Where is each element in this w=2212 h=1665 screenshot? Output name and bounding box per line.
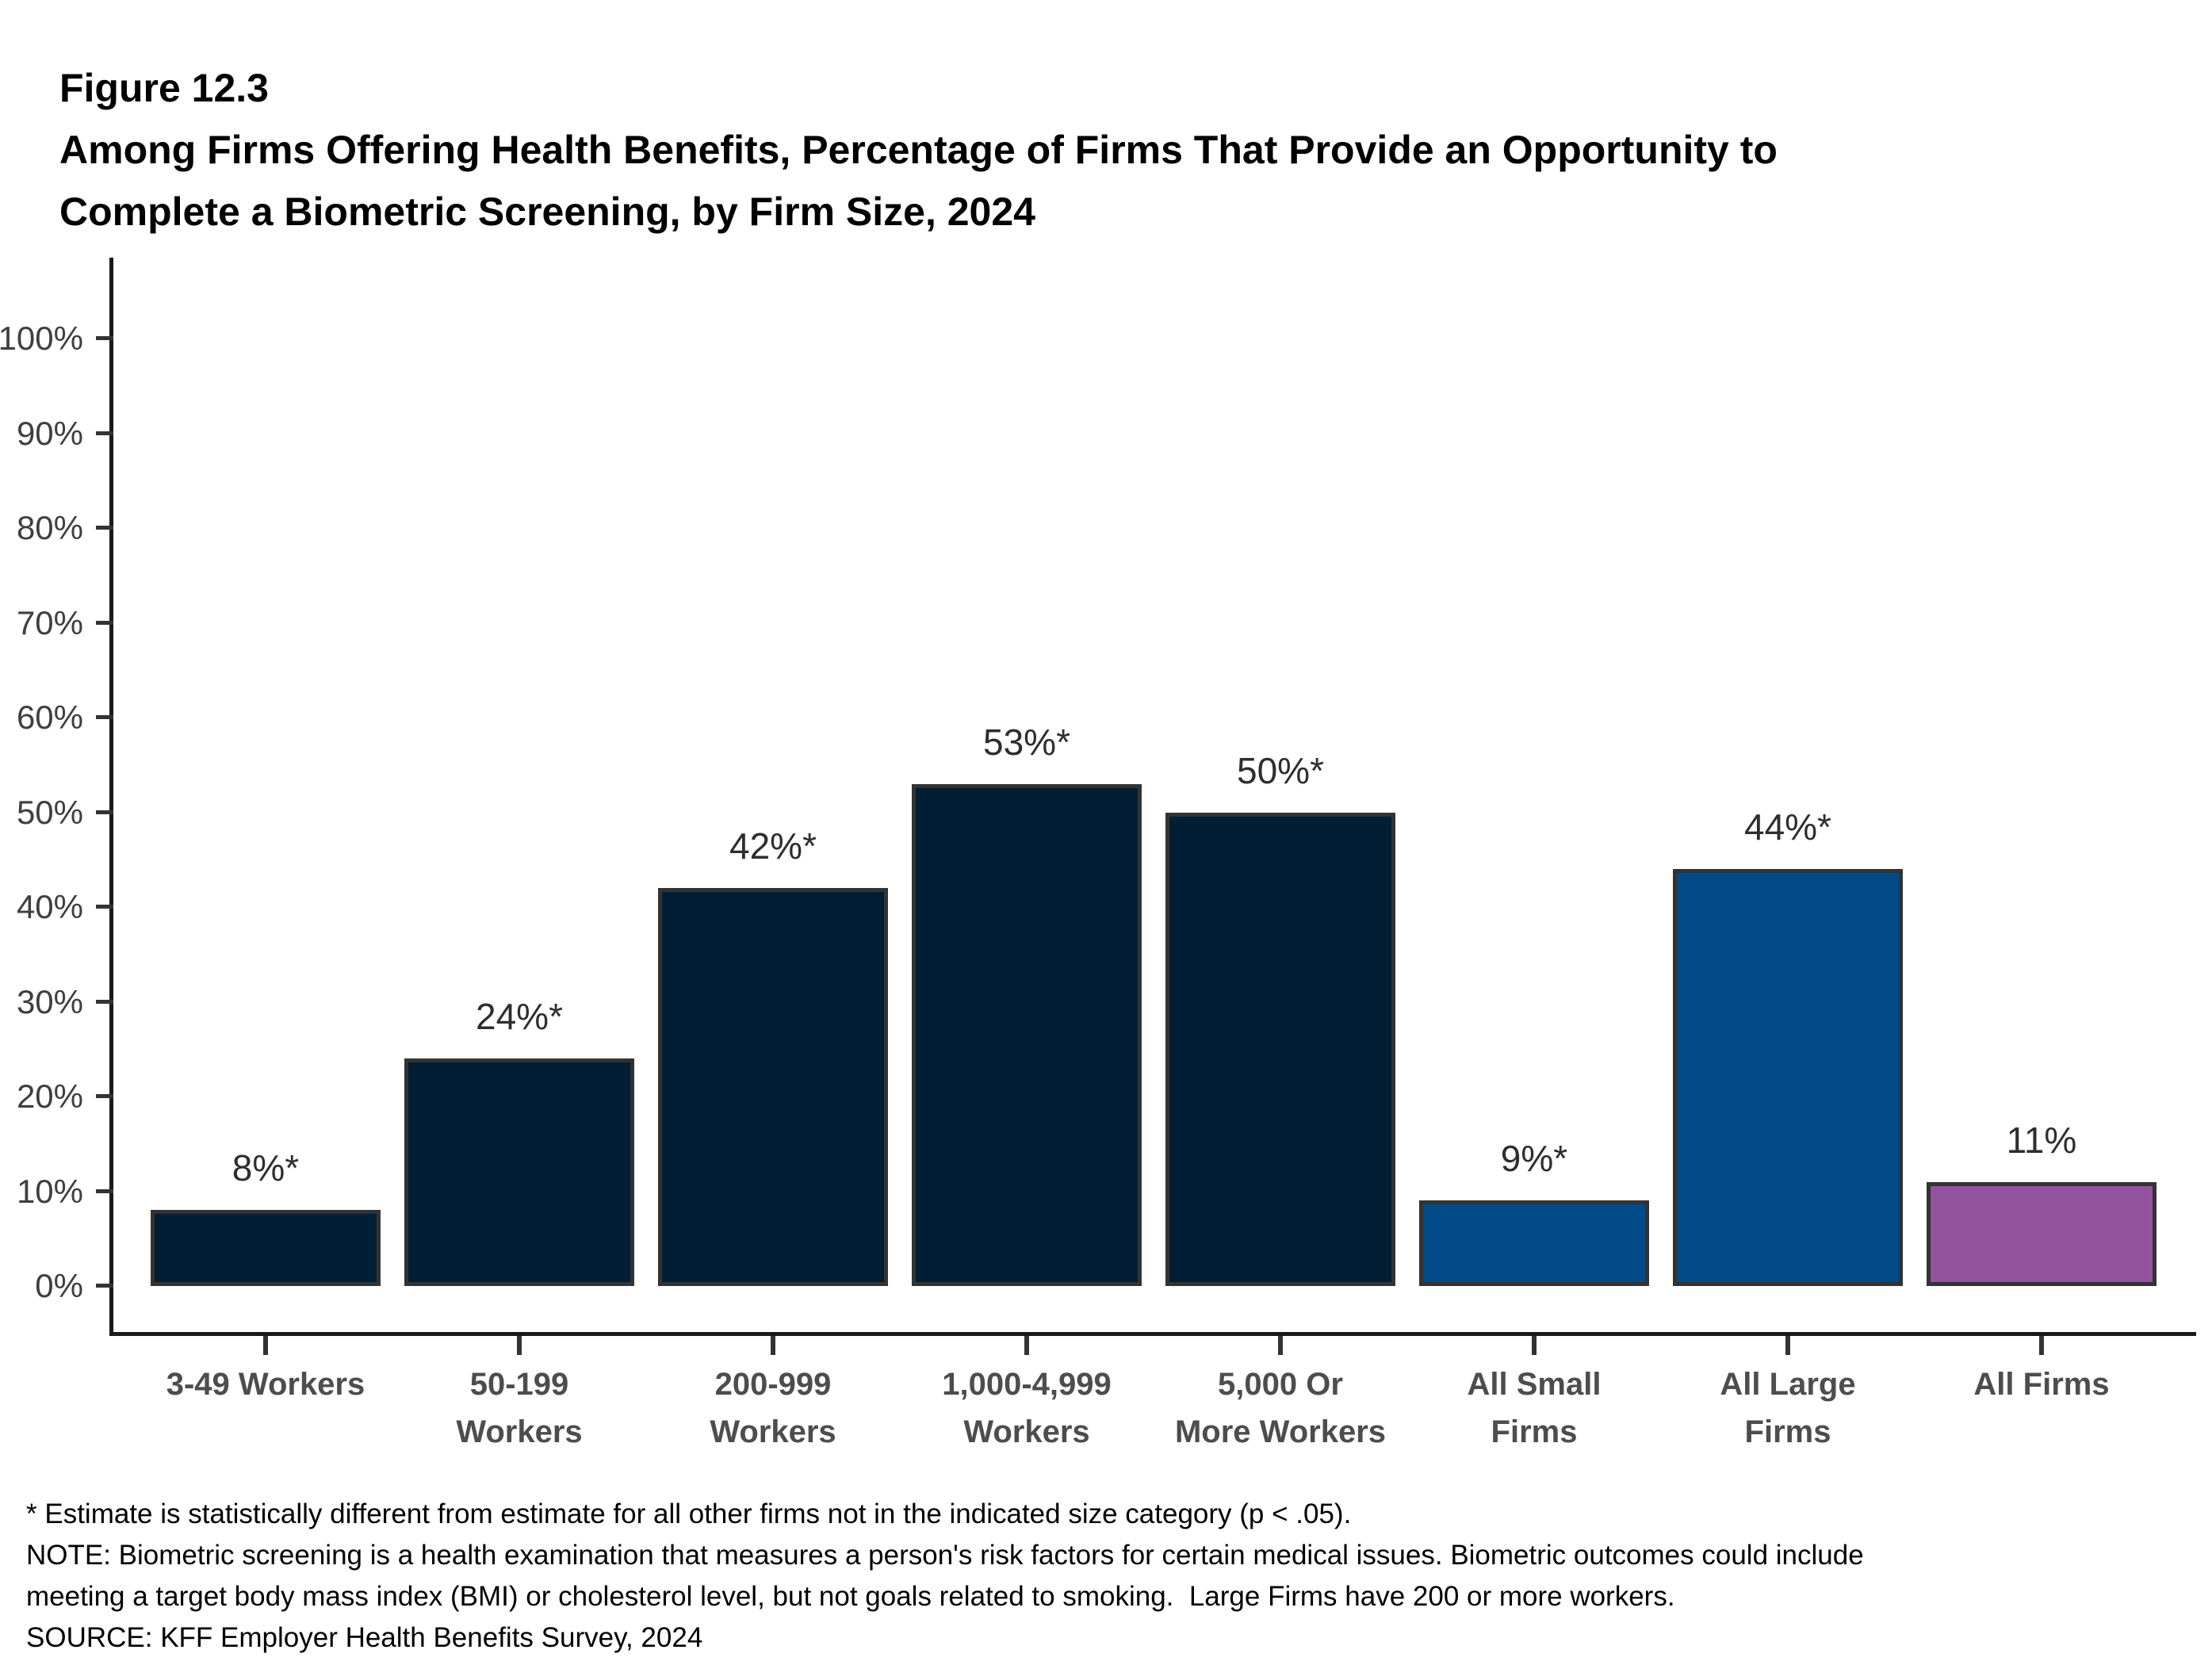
chart-title-line-2: Complete a Biometric Screening, by Firm … — [59, 189, 1035, 234]
x-axis-label: All Firms — [1973, 1367, 2110, 1402]
x-axis-tick — [2039, 1336, 2044, 1355]
chart-header: Figure 12.3 Among Firms Offering Health … — [59, 57, 1778, 243]
bar — [404, 1058, 634, 1286]
y-axis-tick — [96, 905, 113, 909]
bar-value-label: 8%* — [232, 1147, 300, 1189]
y-axis-tick — [96, 810, 113, 814]
bar — [1165, 812, 1395, 1286]
bar — [1927, 1181, 2157, 1286]
x-axis-tick — [263, 1336, 268, 1355]
bar — [1419, 1200, 1649, 1286]
bar-value-label: 11% — [2006, 1119, 2077, 1161]
footnote-source: SOURCE: KFF Employer Health Benefits Sur… — [26, 1622, 703, 1653]
bar — [658, 888, 888, 1286]
y-axis-tick-label: 10% — [16, 1172, 83, 1210]
x-axis-label: All Small Firms — [1467, 1367, 1602, 1449]
y-axis-tick — [96, 1188, 113, 1193]
y-axis-tick-label: 50% — [16, 793, 83, 831]
x-axis-label: 3-49 Workers — [166, 1367, 365, 1402]
bar — [151, 1210, 381, 1286]
y-axis-tick — [96, 620, 113, 625]
x-axis-tick — [517, 1336, 522, 1355]
bar-value-label: 53%* — [983, 721, 1070, 763]
figure-label: Figure 12.3 — [59, 66, 269, 110]
bar-value-label: 50%* — [1237, 749, 1324, 791]
x-axis-tick — [1785, 1336, 1790, 1355]
y-axis-tick-label: 70% — [16, 603, 83, 641]
y-axis-tick-label: 40% — [16, 888, 83, 925]
bar-value-label: 24%* — [476, 996, 563, 1038]
y-axis-tick — [96, 1284, 113, 1288]
x-axis-label: All Large Firms — [1720, 1367, 1856, 1449]
y-axis-tick-label: 80% — [16, 509, 83, 546]
x-axis-tick — [1024, 1336, 1029, 1355]
y-axis-tick-label: 30% — [16, 982, 83, 1020]
bar-value-label: 9%* — [1500, 1138, 1568, 1180]
y-axis-tick-label: 90% — [16, 414, 83, 452]
y-axis-tick-label: 20% — [16, 1077, 83, 1115]
x-axis-label: 1,000-4,999 Workers — [942, 1367, 1112, 1449]
x-axis-label: 5,000 Or More Workers — [1174, 1367, 1386, 1449]
y-axis-tick — [96, 431, 113, 435]
bar-value-label: 42%* — [729, 825, 817, 867]
x-axis-tick — [1278, 1336, 1283, 1355]
x-axis-tick — [1532, 1336, 1537, 1355]
y-axis-tick — [96, 999, 113, 1004]
bar — [1673, 869, 1903, 1286]
y-axis-tick — [96, 526, 113, 530]
footnote-note-line-1: NOTE: Biometric screening is a health ex… — [26, 1540, 1864, 1571]
x-axis-label: 200-999 Workers — [710, 1367, 836, 1449]
footnote-asterisk: * Estimate is statistically different fr… — [26, 1498, 1352, 1529]
plot-panel: 0% 10% 20% 30% 40% 50% 60% 70% 80% 90% 100% 8%* 3-49… — [0, 258, 2196, 1449]
y-axis-tick-label: 0% — [35, 1267, 83, 1304]
bar-value-label: 44%* — [1744, 806, 1831, 848]
footnote-note-line-2: meeting a target body mass index (BMI) o… — [26, 1581, 1675, 1612]
y-axis-tick — [96, 715, 113, 719]
chart-title-line-1: Among Firms Offering Health Benefits, Pe… — [59, 128, 1778, 172]
y-axis-tick-label: 100% — [0, 320, 83, 357]
x-axis-label: 50-199 Workers — [456, 1367, 583, 1449]
y-axis-tick — [96, 336, 113, 340]
y-axis-tick-label: 60% — [16, 699, 83, 736]
y-axis-tick — [96, 1094, 113, 1098]
footnotes: * Estimate is statistically different fr… — [26, 1494, 1864, 1659]
bar — [912, 783, 1142, 1286]
x-axis-tick — [771, 1336, 775, 1355]
